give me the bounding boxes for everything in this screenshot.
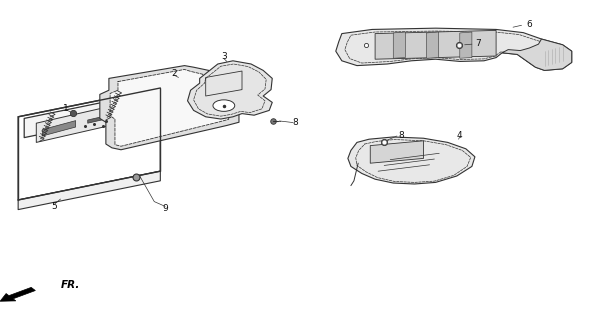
Polygon shape [18,171,160,210]
Polygon shape [100,66,239,150]
Text: 9: 9 [162,204,168,213]
Polygon shape [110,69,229,146]
Polygon shape [36,98,148,142]
Polygon shape [370,141,424,163]
Text: 1: 1 [62,104,68,113]
Text: 3: 3 [221,52,227,61]
Text: 8: 8 [398,131,404,140]
Polygon shape [188,61,272,119]
Polygon shape [502,39,572,70]
Polygon shape [24,91,157,138]
Text: 8: 8 [292,118,298,127]
Text: 6: 6 [526,20,532,29]
Polygon shape [427,32,439,58]
Text: 4: 4 [457,131,463,140]
Polygon shape [375,30,496,59]
Polygon shape [460,32,472,58]
Text: FR.: FR. [60,280,80,290]
Circle shape [213,100,235,111]
Text: 2: 2 [171,69,177,78]
Polygon shape [336,28,572,70]
Polygon shape [42,121,76,136]
Polygon shape [88,116,106,123]
Polygon shape [393,32,405,58]
Polygon shape [0,287,35,301]
Text: 7: 7 [475,39,481,48]
Polygon shape [348,137,475,184]
Text: 5: 5 [51,202,57,211]
